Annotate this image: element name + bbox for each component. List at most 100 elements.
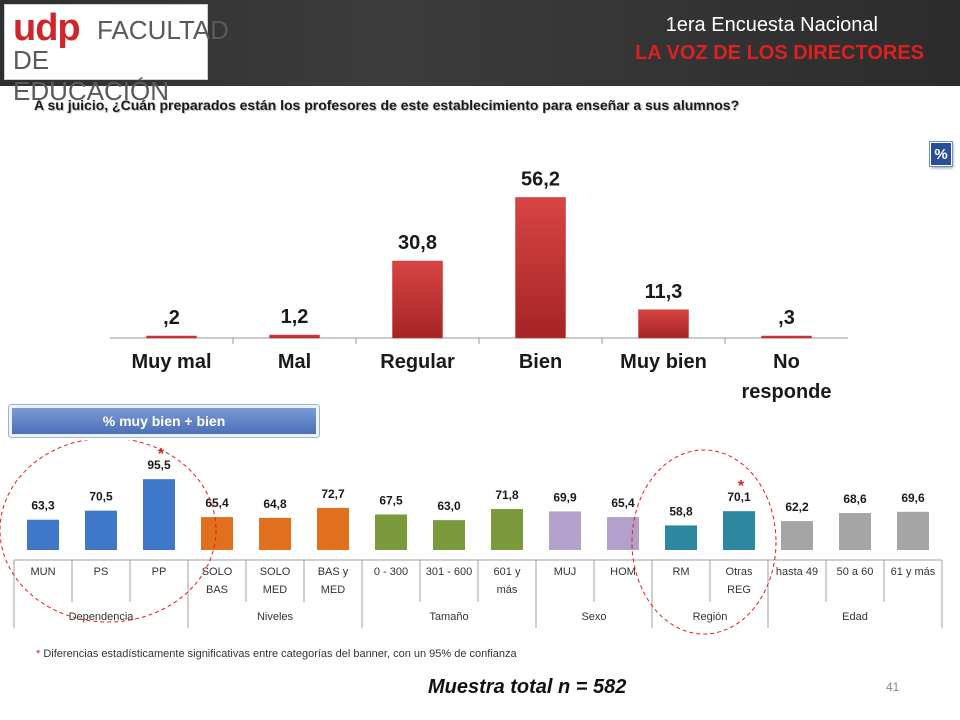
bar [269, 334, 320, 339]
tick-label: MED [263, 584, 288, 596]
value-label: 68,6 [843, 492, 867, 506]
tick-label: Mal [278, 351, 311, 373]
value-label: 63,0 [437, 499, 461, 513]
tick-label: Regular [380, 351, 455, 373]
tick-label: MUN [30, 566, 55, 578]
tick-label: RM [672, 566, 689, 578]
value-label: 64,8 [263, 497, 287, 511]
tick-label: PS [94, 566, 109, 578]
logo-line-2: DE EDUCACIÓN [13, 45, 170, 106]
group-label: Tamaño [429, 611, 468, 623]
bar [607, 517, 639, 550]
group-label: Dependencia [69, 611, 135, 623]
bar [515, 197, 566, 339]
value-label: 69,9 [553, 490, 577, 504]
logo-udp-text: udp [13, 7, 81, 49]
value-label: 70,5 [89, 490, 113, 504]
tick-label: 301 - 600 [426, 566, 472, 578]
bar [781, 521, 813, 550]
bar [317, 507, 349, 550]
tick-label: 601 y [494, 566, 521, 578]
value-label: 70,1 [727, 490, 751, 504]
bar [259, 517, 291, 550]
group-label: Región [693, 611, 728, 623]
tick-label: REG [727, 584, 751, 596]
survey-title: 1era Encuesta Nacional [665, 14, 878, 36]
significance-star: * [738, 478, 745, 495]
tick-label: hasta 49 [776, 566, 818, 578]
value-label: 56,2 [521, 169, 560, 191]
tick-label: BAS y [318, 566, 349, 578]
significance-star: * [158, 446, 165, 463]
tick-label: Muy mal [131, 351, 211, 373]
significance-circle-dependencia [0, 440, 217, 623]
bar [375, 514, 407, 550]
header-bar: udp FACULTAD DE EDUCACIÓN 1era Encuesta … [0, 0, 960, 106]
banner-chart-title: % muy bien + bien [12, 408, 316, 434]
group-label: Sexo [581, 611, 606, 623]
value-label: 63,3 [31, 499, 55, 513]
tick-label: 61 y más [891, 566, 936, 578]
bar [433, 520, 465, 550]
logo-line-1: FACULTAD [97, 15, 229, 45]
tick-label: MUJ [554, 566, 577, 578]
banner-bar-chart: 63,370,595,5*65,4 64,872,7 67,5 63,071,8 69,… [0, 440, 943, 635]
value-label: 65,4 [205, 496, 229, 510]
footnote-text: Diferencias estadísticamente significati… [43, 648, 517, 660]
value-label: 58,8 [669, 504, 693, 518]
tick-label: BAS [206, 584, 228, 596]
value-label: 65,4 [611, 496, 635, 510]
bar [723, 511, 755, 550]
value-label: 1,2 [281, 306, 309, 328]
tick-label: MED [321, 584, 346, 596]
bar [638, 309, 689, 339]
bar [491, 509, 523, 550]
value-label: 69,6 [901, 491, 925, 505]
tick-label: Bien [519, 351, 562, 373]
value-label: 71,8 [495, 488, 519, 502]
footnote: * Diferencias estadísticamente significa… [36, 648, 517, 660]
bar [201, 517, 233, 550]
value-label: 67,5 [379, 493, 403, 507]
tick-label: Otras [726, 566, 753, 578]
value-label: ,3 [778, 307, 795, 329]
tick-label: responde [741, 381, 831, 403]
bar [146, 335, 197, 339]
tick-label: PP [152, 566, 167, 578]
value-label: 62,2 [785, 500, 809, 514]
value-label: 11,3 [645, 281, 683, 303]
tick-label: HOM [610, 566, 636, 578]
bar [392, 260, 443, 339]
group-label: Niveles [257, 611, 294, 623]
footnote-star: * [36, 648, 41, 660]
survey-subtitle: LA VOZ DE LOS DIRECTORES [635, 42, 924, 64]
tick-label: No [773, 351, 800, 373]
tick-label: 50 a 60 [837, 566, 874, 578]
bar [665, 525, 697, 550]
bar [143, 479, 175, 550]
value-label: 72,7 [321, 487, 345, 501]
bar [549, 511, 581, 550]
sample-size: Muestra total n = 582 [428, 676, 627, 698]
bar [761, 335, 812, 339]
main-bar-chart: ,2 Muy mal 1,2 Mal 30,8 Regular 56,2 Bien 11,3 Mu… [110, 169, 848, 403]
bar [839, 513, 871, 550]
logo: udp FACULTAD DE EDUCACIÓN [4, 4, 229, 106]
page-number: 41 [886, 680, 900, 694]
tick-label: Muy bien [620, 351, 707, 373]
group-label: Edad [842, 611, 868, 623]
value-label: ,2 [163, 307, 180, 329]
tick-label: SOLO [202, 566, 233, 578]
percent-badge: % [930, 142, 952, 166]
bar [85, 510, 117, 550]
tick-label: más [497, 584, 518, 596]
value-label: 30,8 [398, 232, 437, 254]
bar [897, 511, 929, 550]
bar [27, 519, 59, 550]
value-label: 95,5 [147, 458, 171, 472]
tick-label: 0 - 300 [374, 566, 408, 578]
significance-circle-region [631, 449, 777, 635]
tick-label: SOLO [260, 566, 291, 578]
question-text: A su juicio, ¿Cuán preparados están los … [34, 97, 740, 113]
banner-label-frame: % muy bien + bien [8, 404, 320, 438]
